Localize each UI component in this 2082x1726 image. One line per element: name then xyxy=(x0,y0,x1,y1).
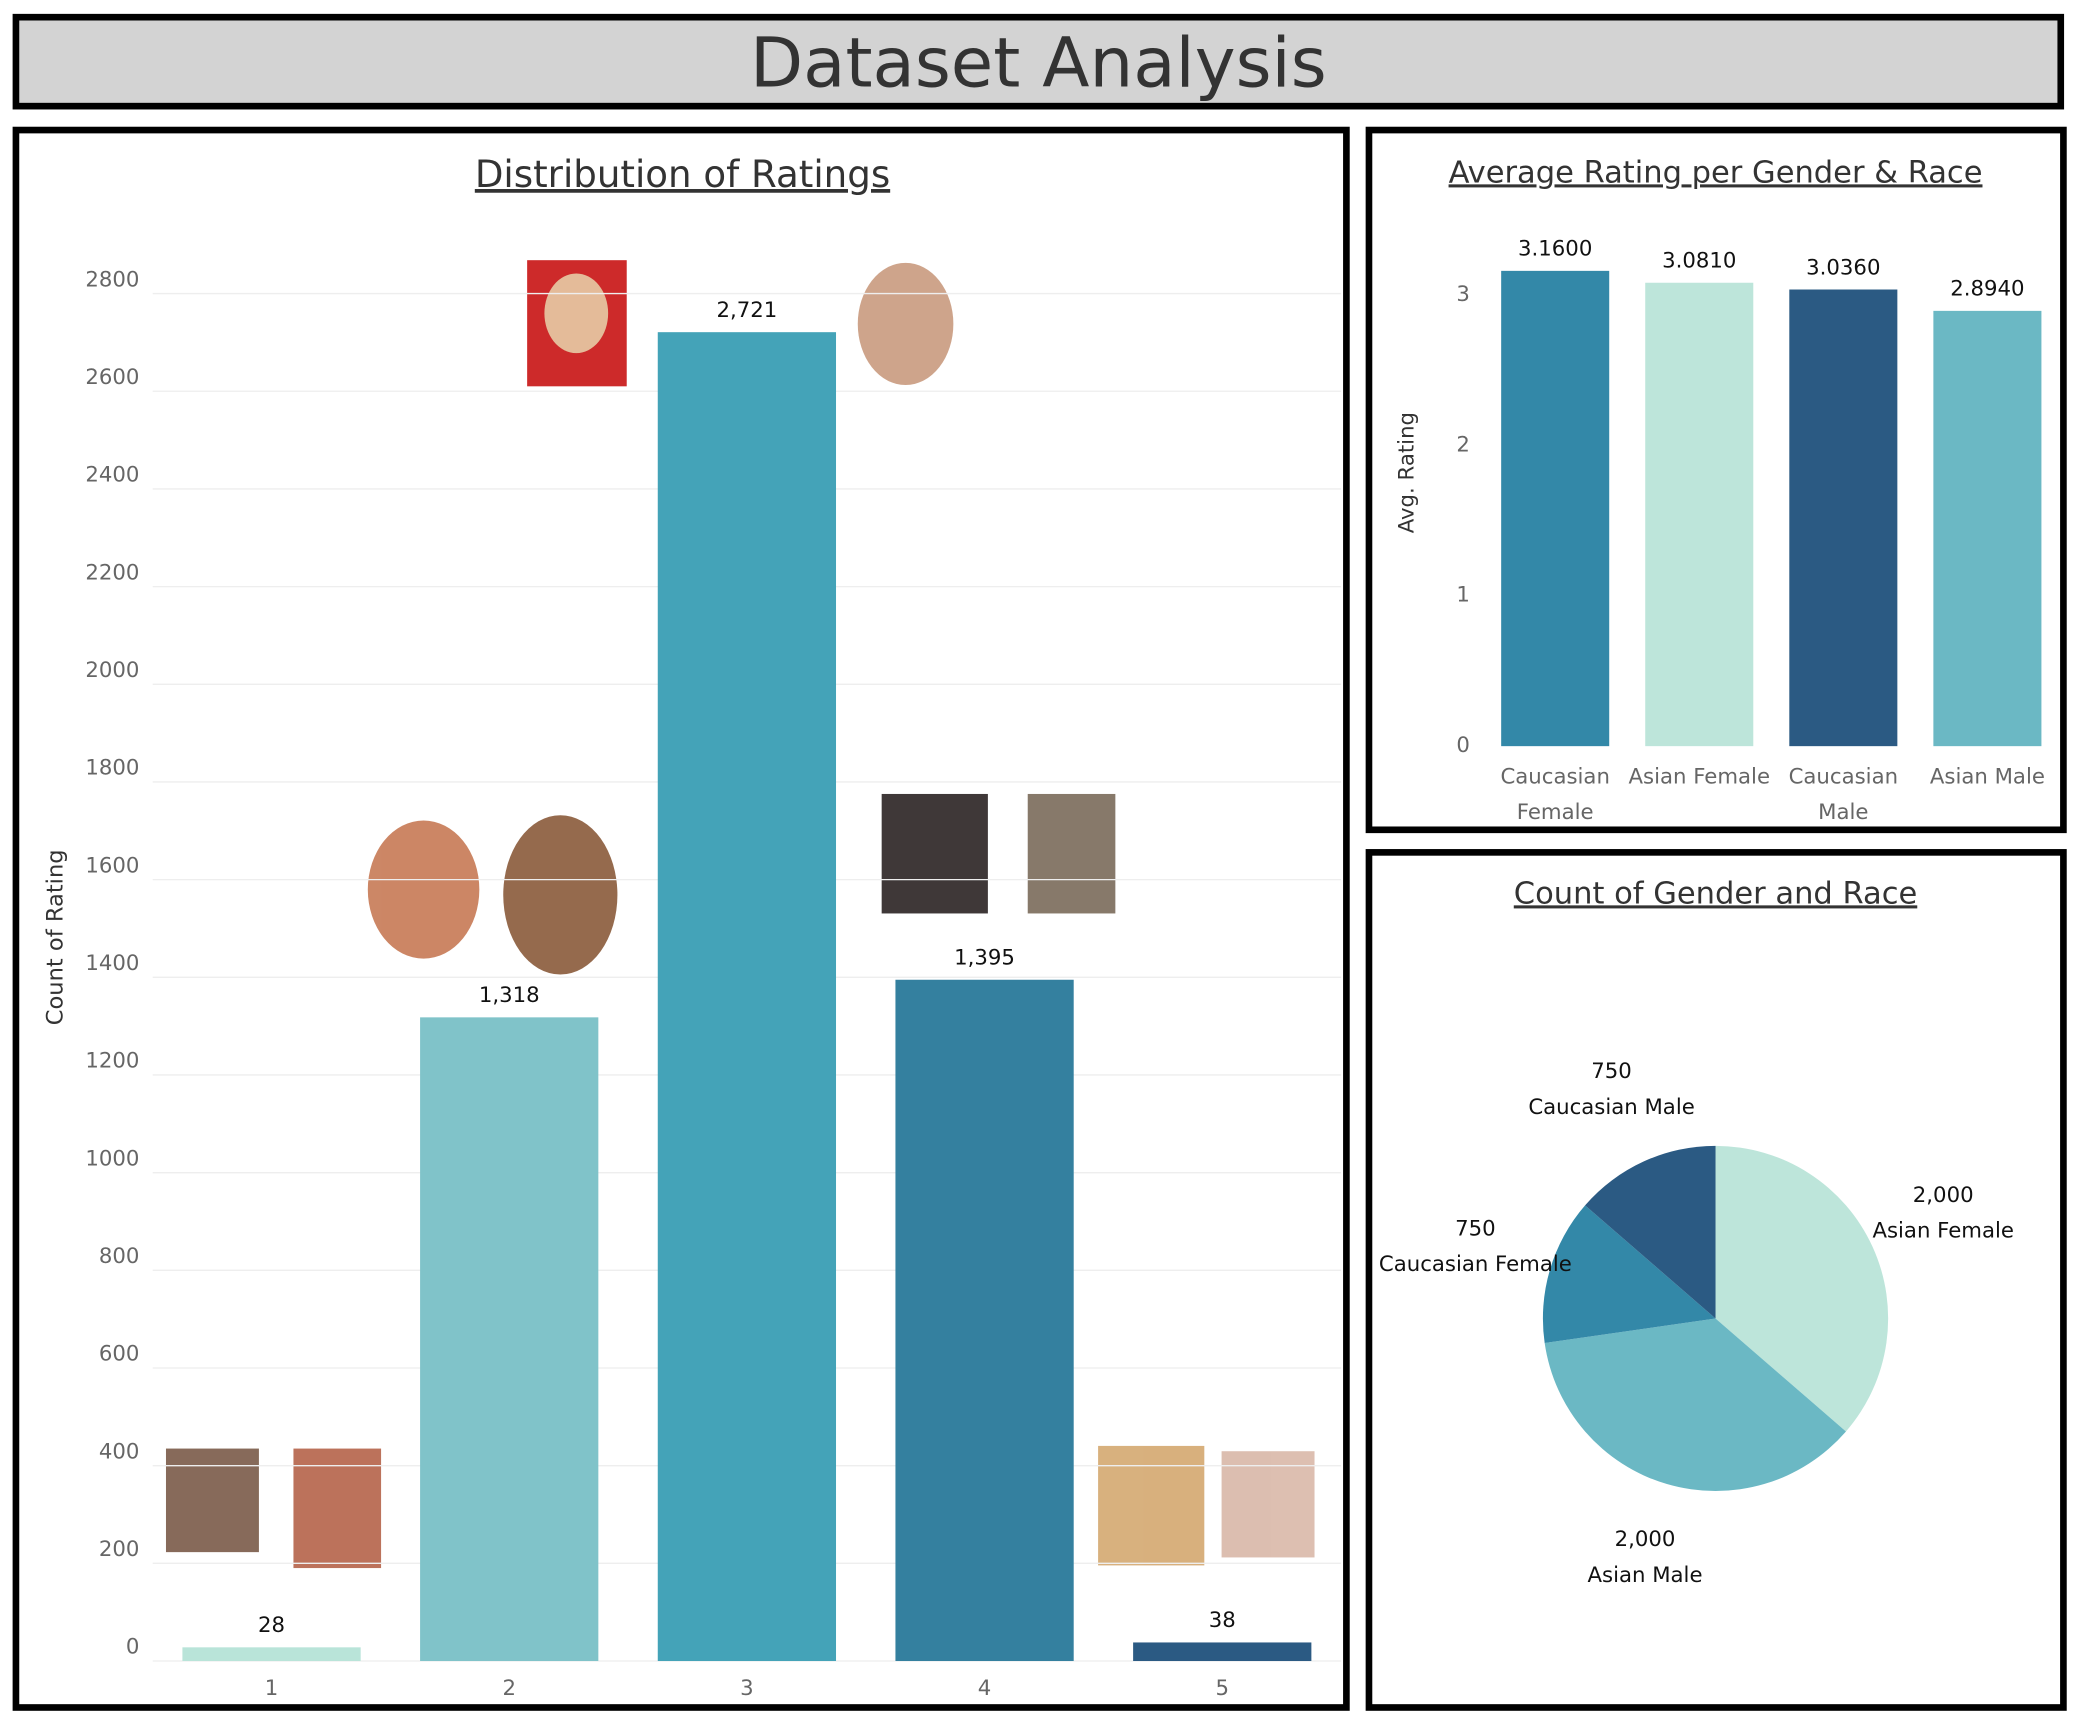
y-axis-title: Count of Rating xyxy=(42,849,68,1025)
x-tick-label: Caucasian Male xyxy=(1788,763,1899,825)
bar xyxy=(1645,282,1754,747)
x-tick-label: 1 xyxy=(265,1676,279,1701)
face-image xyxy=(1098,1445,1205,1566)
x-tick-label: 3 xyxy=(740,1676,754,1701)
face-image xyxy=(544,273,609,354)
y-tick-label: 0 xyxy=(1456,733,1470,758)
bar xyxy=(1501,270,1610,747)
data-label: 3.0360 xyxy=(1806,255,1880,280)
y-tick-label: 2800 xyxy=(85,267,139,292)
y-tick-label: 1600 xyxy=(85,853,139,878)
x-tick-label: Caucasian Female xyxy=(1500,763,1610,825)
y-tick-label: 2600 xyxy=(85,365,139,390)
data-label: 28 xyxy=(258,1613,285,1638)
x-tick-label: 5 xyxy=(1215,1676,1229,1701)
x-tick-label-box: Asian Male xyxy=(1929,763,2045,789)
panel xyxy=(1365,126,2067,834)
y-tick-label: 1800 xyxy=(85,756,139,781)
face-image xyxy=(857,262,954,385)
x-tick-label: Asian Female xyxy=(1628,763,1771,789)
y-tick-label: 1000 xyxy=(85,1146,139,1171)
data-label: 1,395 xyxy=(954,946,1015,971)
slice-label: Asian Male xyxy=(1588,1563,1703,1588)
face-image xyxy=(1221,1451,1315,1558)
data-label: 38 xyxy=(1209,1608,1236,1633)
bar xyxy=(895,979,1074,1662)
data-label: 1,318 xyxy=(479,983,540,1008)
dashboard-title: Dataset Analysis xyxy=(750,24,1327,104)
face-image xyxy=(165,1448,259,1553)
data-label: 3.0810 xyxy=(1662,248,1736,273)
y-tick-label: 1200 xyxy=(85,1049,139,1074)
y-tick-label: 3 xyxy=(1456,282,1470,307)
y-tick-label: 1 xyxy=(1456,583,1470,608)
y-tick-label: 2 xyxy=(1456,432,1470,457)
panel xyxy=(1365,849,2067,1711)
y-tick-label: 2200 xyxy=(85,560,139,585)
chart-title: Distribution of Ratings xyxy=(475,152,890,196)
face-image xyxy=(881,793,988,914)
y-tick-label: 1400 xyxy=(85,951,139,976)
face-image xyxy=(367,820,480,959)
y-axis-title: Avg. Rating xyxy=(1394,412,1419,533)
data-label: 750 xyxy=(1455,1216,1496,1241)
y-tick-label: 2400 xyxy=(85,463,139,488)
bar xyxy=(1789,289,1898,747)
face-image xyxy=(1027,793,1116,914)
data-label: 2,721 xyxy=(716,298,777,323)
pie-slice xyxy=(1715,1145,1889,1432)
x-tick-label: Asian Male xyxy=(1929,763,2045,789)
data-label: 2,000 xyxy=(1913,1183,1974,1208)
title-bar xyxy=(12,13,2065,110)
y-tick-label: 800 xyxy=(99,1244,140,1269)
panel xyxy=(12,126,1350,1711)
face-image xyxy=(503,815,618,975)
face-image xyxy=(293,1448,382,1569)
data-label: 2.8940 xyxy=(1950,277,2024,302)
chart-title: Count of Gender and Race xyxy=(1514,876,1917,911)
y-tick-label: 400 xyxy=(99,1439,140,1464)
data-label: 750 xyxy=(1591,1059,1632,1084)
bar xyxy=(420,1017,599,1662)
chart-title: Average Rating per Gender & Race xyxy=(1449,155,1983,190)
pie-slice xyxy=(1544,1318,1846,1492)
x-tick-label: 4 xyxy=(978,1676,992,1701)
x-tick-label-box: Caucasian Male xyxy=(1788,763,1899,825)
pie-slice xyxy=(1585,1145,1716,1319)
x-tick-label-box: Asian Female xyxy=(1628,763,1771,789)
bar xyxy=(1133,1642,1312,1662)
x-tick-label: 2 xyxy=(502,1676,516,1701)
slice-label: Asian Female xyxy=(1872,1219,2014,1244)
bar xyxy=(182,1647,361,1662)
data-label: 3.1600 xyxy=(1518,237,1592,262)
slice-label: Caucasian Female xyxy=(1379,1252,1572,1277)
data-label: 2,000 xyxy=(1615,1527,1676,1552)
bar xyxy=(1933,310,2042,747)
slice-label: Caucasian Male xyxy=(1528,1095,1694,1120)
y-tick-label: 600 xyxy=(99,1342,140,1367)
y-tick-label: 200 xyxy=(99,1537,140,1562)
x-tick-label-box: Caucasian Female xyxy=(1500,763,1610,825)
bar xyxy=(657,332,837,1662)
y-tick-label: 0 xyxy=(126,1635,140,1660)
y-tick-label: 2000 xyxy=(85,658,139,683)
pie-slice xyxy=(1542,1205,1716,1344)
